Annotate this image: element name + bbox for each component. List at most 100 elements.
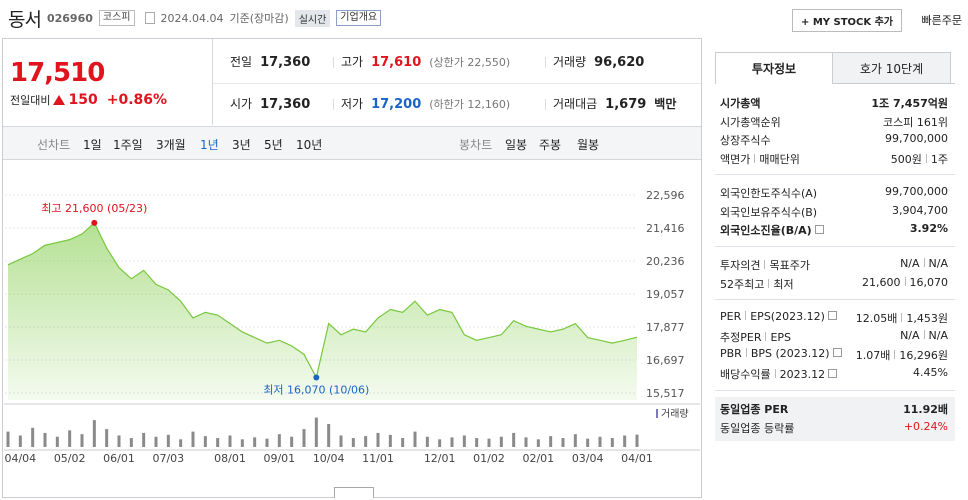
volume-bar	[586, 438, 590, 447]
info-value: +0.24%	[904, 420, 948, 436]
summary-cell: 거래대금 1,679 백만	[553, 95, 676, 112]
period-tab[interactable]: 1일	[83, 138, 102, 152]
y-tick-label: 15,517	[646, 387, 685, 400]
x-tick-label: 05/02	[54, 452, 86, 465]
candle-tab[interactable]: 월봉	[577, 138, 600, 152]
volume-bar	[154, 436, 158, 447]
divider	[333, 99, 334, 110]
info-label: 배당수익률 2023.12	[720, 366, 838, 382]
period-tab[interactable]: 5년	[264, 138, 283, 152]
volume-bar	[117, 435, 121, 447]
label-part: 투자의견	[720, 259, 761, 272]
value-part: 4.45%	[913, 365, 948, 379]
info-label: 52주최고 최저	[720, 276, 794, 292]
change-value: 150	[68, 92, 98, 108]
label-part: 액면가	[720, 152, 751, 166]
period-tab[interactable]: 3년	[232, 138, 251, 152]
info-row: PBR BPS (2023.12) 1.07배 16,296원	[720, 347, 948, 363]
up-arrow	[53, 95, 66, 105]
volume-bar	[216, 438, 220, 447]
info-value: 1조 7,457억원	[871, 95, 948, 111]
summary-label: 시가	[230, 97, 253, 111]
candle-tab[interactable]: 일봉	[505, 138, 528, 152]
volume-bar	[413, 431, 417, 447]
annotation: 최저 16,070 (10/06)	[263, 384, 369, 397]
separator	[904, 276, 906, 286]
info-value: 12.05배 1,453원	[856, 310, 948, 326]
collapse-button[interactable]	[334, 487, 374, 498]
info-label: 투자의견 목표주가	[720, 257, 810, 273]
label-part: 목표주가	[769, 259, 810, 272]
info-label: 시가총액순위	[720, 114, 781, 130]
realtime-button[interactable]: 실시간	[294, 9, 331, 27]
separator	[925, 153, 927, 163]
info-row: 추정PER EPS N/A N/A	[720, 329, 948, 345]
help-icon	[814, 225, 824, 234]
info-label: 외국인한도주식수(A)	[720, 185, 817, 201]
value-part: N/A	[928, 257, 948, 270]
volume-bar	[253, 437, 257, 447]
volume-bar	[191, 431, 195, 447]
info-value: 1.07배 16,296원	[856, 347, 948, 363]
volume-bar	[179, 439, 183, 447]
value-part: 99,700,000	[885, 185, 948, 198]
x-tick-label: 09/01	[263, 452, 295, 465]
section-divider	[715, 174, 955, 175]
info-row: 외국인한도주식수(A) 99,700,000	[720, 185, 948, 201]
label-part: 2023.12	[779, 367, 826, 381]
quick-order[interactable]: 빠른주문	[921, 14, 962, 27]
period-tab[interactable]: 3개월	[156, 138, 186, 152]
x-tick-label: 07/03	[152, 452, 184, 465]
info-label: 액면가 매매단위	[720, 151, 800, 167]
value-part: 1조 7,457억원	[871, 97, 948, 110]
volume-bar	[598, 436, 602, 447]
section-divider	[715, 246, 955, 247]
my-stock-button[interactable]: + MY STOCK 추가	[791, 9, 902, 32]
value-part: 11.92배	[903, 403, 948, 416]
info-label: 동일업종 등락률	[720, 420, 794, 436]
basis: 기준(장마감)	[229, 12, 289, 25]
volume-bar	[129, 438, 133, 447]
legend-label: 거래량	[661, 408, 689, 420]
period-tab[interactable]: 1년	[200, 138, 219, 152]
change: 전일대비 150 +0.86%	[10, 92, 167, 108]
x-tick-label: 03/04	[572, 452, 604, 465]
candle-tab[interactable]: 주봉	[539, 138, 562, 152]
value-part: 1,453원	[906, 312, 948, 325]
section-divider	[715, 390, 955, 391]
period-tab[interactable]: 1주일	[113, 138, 143, 152]
summary-extra: (하한가 12,160)	[429, 98, 511, 111]
company-info-button[interactable]: 기업개요	[336, 10, 382, 26]
label-part: PBR	[720, 347, 742, 360]
x-tick-label: 01/02	[473, 452, 505, 465]
info-value: 99,700,000	[885, 132, 948, 148]
volume-bar	[142, 432, 146, 447]
volume-bar	[351, 438, 355, 447]
volume-bar	[438, 439, 442, 447]
value-part: N/A	[928, 328, 948, 342]
help-icon	[832, 348, 842, 357]
volume-bar	[499, 436, 503, 447]
info-value: 4.45%	[913, 366, 948, 382]
value-part: +0.24%	[903, 419, 948, 433]
summary-unit: 백만	[654, 97, 677, 111]
extreme-marker	[313, 374, 320, 381]
summary-value: 17,610	[371, 55, 422, 70]
change-pct: +0.86%	[106, 92, 168, 108]
info-label: PBR BPS (2023.12)	[720, 347, 842, 363]
info-panel: 투자정보 호가 10단계 시가총액 1조 7,457억원 시가총액순위 코스피 161위 상…	[705, 40, 968, 498]
info-tab: 호가 10단계	[833, 52, 951, 84]
summary-value: 96,620	[594, 55, 645, 70]
info-value: 코스피 161위	[883, 114, 948, 130]
info-value: N/A N/A	[900, 257, 948, 273]
period-tab[interactable]: 10년	[296, 138, 323, 152]
separator	[745, 348, 747, 357]
volume-bar	[623, 435, 627, 447]
label-part: 외국인보유주식수(B)	[720, 205, 818, 219]
extreme-marker	[91, 219, 98, 226]
label-part: 추정PER	[720, 330, 762, 344]
label-part: EPS(2023.12)	[750, 310, 825, 323]
separator	[768, 278, 770, 288]
summary-value: 17,200	[371, 97, 422, 112]
volume-bar	[635, 434, 639, 447]
